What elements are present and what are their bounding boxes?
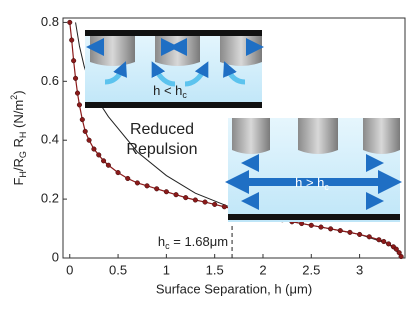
x-tick-label: 0: [66, 262, 73, 277]
data-point: [91, 146, 97, 152]
inset-label: h < hc: [153, 83, 187, 100]
y-label-part: H: [18, 171, 28, 178]
data-point: [86, 137, 92, 143]
data-point: [69, 37, 75, 43]
y-tick-label: 0.2: [41, 191, 59, 206]
y-label-part: F: [11, 178, 26, 186]
data-point: [105, 162, 111, 168]
data-point: [318, 224, 324, 230]
data-point: [73, 75, 79, 81]
y-tick-label: 0.8: [41, 14, 59, 29]
data-point: [74, 90, 81, 96]
data-point: [173, 192, 179, 198]
data-point: [192, 197, 198, 203]
data-point: [393, 246, 399, 252]
y-label-part: G: [18, 151, 28, 158]
x-tick-label: 1.5: [206, 262, 224, 277]
data-point: [376, 237, 382, 243]
data-point: [221, 204, 227, 210]
y-label-part: (N/m: [11, 100, 26, 132]
data-point: [154, 186, 160, 192]
y-label-part: R: [11, 138, 26, 151]
annotation-part: h: [158, 234, 165, 249]
inset-label: h > hc: [295, 175, 329, 192]
data-point: [125, 175, 131, 182]
data-point: [71, 58, 77, 64]
y-label-part: 2: [9, 95, 19, 100]
data-point: [79, 117, 85, 123]
inset-label-text: h > h: [295, 175, 324, 190]
data-point: [328, 226, 334, 232]
annotation-part: = 1.68μm: [170, 234, 228, 249]
annotation-part: c: [165, 241, 170, 251]
data-point: [381, 238, 387, 245]
x-tick-label: 2: [259, 262, 266, 277]
data-point: [202, 199, 208, 205]
data-point: [386, 241, 392, 247]
inset-label-sub: c: [182, 90, 187, 100]
data-point: [76, 102, 82, 108]
data-point: [67, 19, 73, 25]
inset-label-text: h < h: [153, 83, 182, 98]
data-point: [144, 183, 150, 189]
y-label-part: ): [11, 90, 26, 94]
data-point: [357, 231, 363, 237]
x-tick-label: 0.5: [109, 262, 127, 277]
plot-frame: [62, 17, 406, 259]
y-tick-label: 0.4: [41, 132, 59, 147]
data-point: [308, 222, 314, 228]
y-label-part: H: [18, 132, 28, 139]
data-point: [366, 234, 372, 240]
y-tick-label: 0.6: [41, 73, 59, 88]
y-tick-label: 0: [52, 249, 59, 264]
caption: Repulsion: [126, 141, 197, 158]
y-axis-label: FH/RG RH (N/m2): [9, 90, 28, 185]
data-point: [96, 152, 102, 158]
inset-large: h > hc: [225, 118, 402, 222]
inset-small: h < hc: [85, 30, 264, 108]
data-point: [101, 158, 107, 164]
x-tick-label: 3: [356, 262, 363, 277]
data-point: [183, 195, 189, 201]
data-point: [82, 128, 88, 134]
data-point: [134, 180, 140, 186]
data-point: [347, 229, 353, 235]
caption: Reduced: [130, 121, 194, 138]
annotation: hc = 1.68μm: [158, 234, 228, 251]
x-axis-label: Surface Separation, h (μm): [156, 281, 312, 296]
inset-label-sub: c: [324, 182, 329, 192]
y-label-part: /R: [11, 158, 26, 171]
data-point: [163, 189, 169, 195]
x-tick-label: 1: [163, 262, 170, 277]
data-point: [337, 228, 343, 234]
data-point: [115, 170, 121, 176]
data-point: [398, 253, 404, 260]
data-point: [212, 201, 218, 207]
x-tick-label: 2.5: [302, 262, 320, 277]
